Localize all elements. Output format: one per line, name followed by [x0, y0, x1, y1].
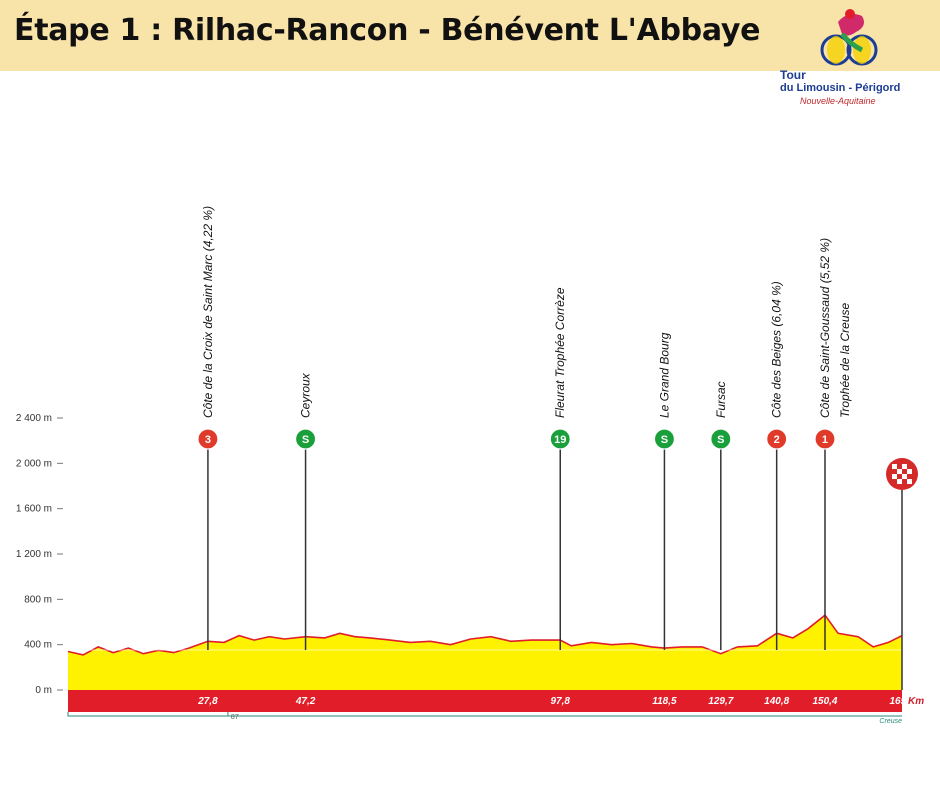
km-label: 150,4: [812, 696, 837, 707]
y-tick-label: 2 000 m: [16, 458, 52, 469]
km-label: 27,8: [197, 696, 218, 707]
finish-check: [892, 474, 897, 479]
climb-badge-icon: [197, 428, 219, 450]
cyclist-logo-icon: [820, 9, 878, 66]
badge-text: 2: [774, 434, 780, 446]
finish-check: [902, 464, 907, 469]
finish-check: [907, 479, 912, 484]
finish-check: [902, 474, 907, 479]
badge-text: S: [661, 434, 668, 446]
race-logo: Tour du Limousin - Périgord Nouvelle-Aqu…: [778, 8, 928, 108]
sprint-badge-icon: [653, 428, 676, 450]
sprint-badge-icon: [710, 428, 732, 450]
km-unit-label: Km: [908, 696, 924, 707]
y-tick-label: 800 m: [24, 594, 52, 605]
km-label: 165,7: [889, 696, 914, 707]
logo-tour-text: Tour: [780, 68, 806, 82]
badge-text: 3: [205, 434, 211, 446]
department-bar: 87 Creuse: [67, 712, 902, 725]
title-banner: Étape 1 : Rilhac-Rancon - Bénévent L'Abb…: [0, 0, 940, 71]
finish-check: [907, 469, 912, 474]
climb-badge-icon: [766, 428, 788, 450]
badge-text: S: [717, 434, 724, 446]
elevation-area: [68, 615, 902, 690]
y-tick-label: 1 600 m: [16, 504, 52, 515]
y-axis: 0 m 400 m 800 m 1 200 m 1 600 m 2 000 m 2 400 …: [16, 413, 63, 696]
waypoint-label: Ceyroux: [299, 372, 313, 418]
department-label: 87: [231, 714, 239, 721]
waypoint-label: Côte de la Croix de Saint Marc (4,22 %): [201, 206, 215, 418]
waypoint-label: Côte des Beiges (6,04 %): [770, 281, 784, 418]
waypoint-label: Le Grand Bourg: [657, 332, 671, 418]
y-tick-label: 0 m: [35, 685, 52, 696]
department-label: Creuse: [879, 718, 902, 725]
logo-name-text: du Limousin - Périgord: [780, 82, 901, 94]
waypoint-label: Fleurat Trophée Corrèze: [553, 287, 567, 418]
km-band-bar: [68, 690, 902, 712]
km-label: 140,8: [764, 696, 789, 707]
finish-check: [897, 479, 902, 484]
finish-check: [892, 464, 897, 469]
km-label: 129,7: [708, 696, 733, 707]
climb-badge-icon: [814, 428, 836, 450]
badge-text: S: [302, 434, 309, 446]
logo-region-text: Nouvelle-Aquitaine: [800, 96, 876, 106]
y-tick-label: 400 m: [24, 640, 52, 651]
sprint-badge-icon: [549, 428, 571, 450]
sprint-badge-icon: [294, 428, 317, 450]
waypoint-label: Côte de Saint-Goussaud (5,52 %): [818, 238, 832, 418]
km-label: 118,5: [652, 696, 677, 707]
finish-check: [897, 469, 902, 474]
km-label: 97,8: [551, 696, 571, 707]
km-label: 47,2: [295, 696, 316, 707]
y-tick-label: 2 400 m: [16, 413, 52, 424]
badge-text: 1: [822, 434, 828, 446]
y-tick-label: 1 200 m: [16, 549, 52, 560]
km-band: 27,8 47,2 97,8 118,5 129,7 140,8 150,4 165,7Km: [68, 690, 924, 712]
department-bracket: [67, 712, 229, 717]
waypoint-markers: 3 Côte de la Croix de Saint Marc (4,22 %)…: [197, 206, 918, 690]
badge-text: 19: [554, 434, 566, 446]
waypoint-label: Fursac: [714, 381, 728, 418]
waypoint-label-secondary: Trophée de la Creuse: [838, 302, 852, 418]
stage-title: Étape 1 : Rilhac-Rancon - Bénévent L'Abb…: [14, 13, 761, 48]
